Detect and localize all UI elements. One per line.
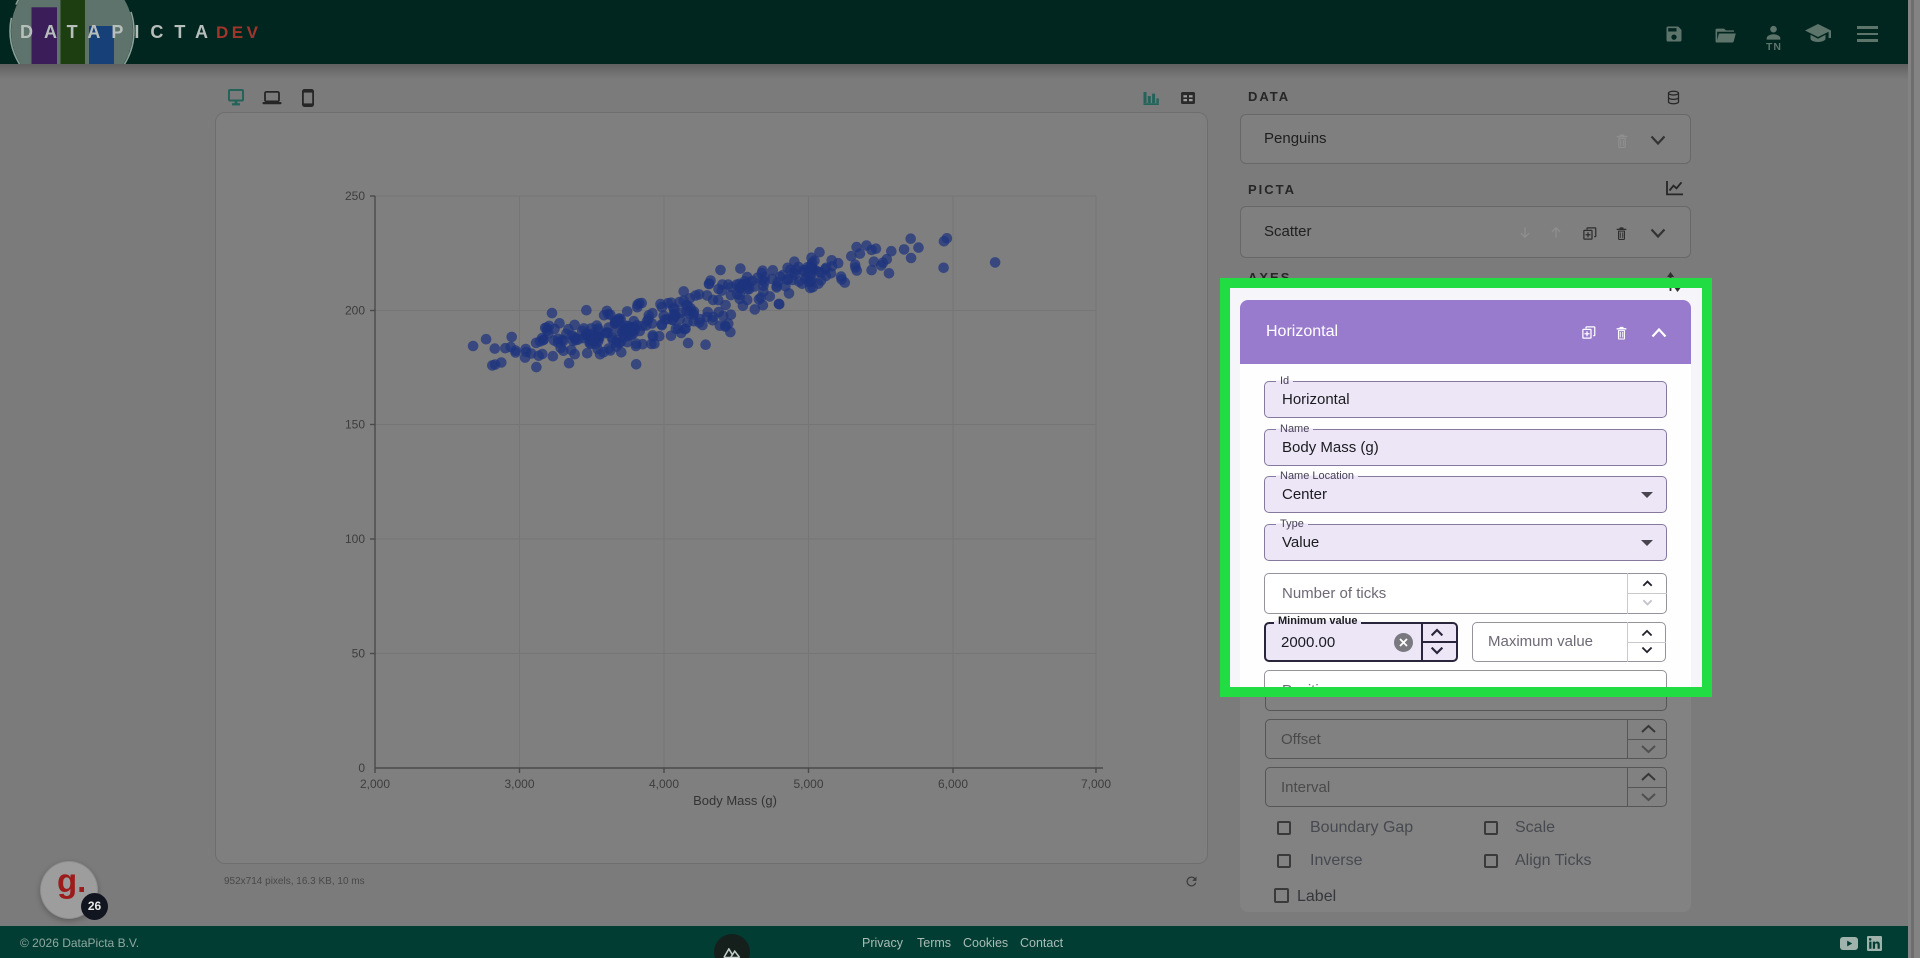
svg-text:200: 200	[345, 304, 365, 318]
svg-text:100: 100	[345, 532, 365, 546]
svg-text:5,000: 5,000	[793, 777, 823, 791]
svg-text:7,000: 7,000	[1081, 777, 1111, 791]
svg-text:50: 50	[352, 647, 366, 661]
svg-text:0: 0	[358, 761, 365, 775]
svg-text:6,000: 6,000	[938, 777, 968, 791]
svg-text:4,000: 4,000	[649, 777, 679, 791]
svg-text:250: 250	[345, 189, 365, 203]
svg-text:150: 150	[345, 418, 365, 432]
svg-text:2,000: 2,000	[360, 777, 390, 791]
svg-text:Body Mass (g): Body Mass (g)	[693, 793, 777, 808]
svg-text:3,000: 3,000	[504, 777, 534, 791]
